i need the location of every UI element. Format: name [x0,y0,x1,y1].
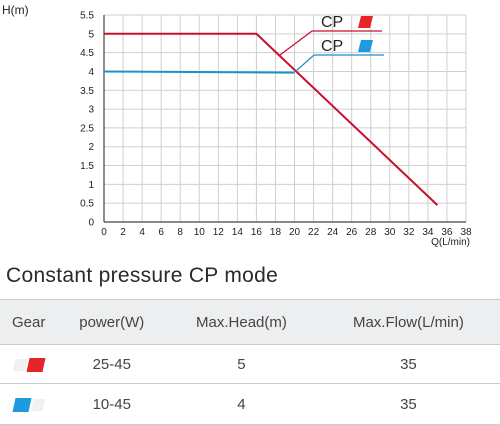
legend-label-blue: CP [321,38,343,55]
x-tick-label: 12 [213,227,225,238]
y-tick-label: 0.5 [80,199,94,210]
y-tick-label: 4 [88,67,94,78]
table-header-row: Gear power(W) Max.Head(m) Max.Flow(L/min… [0,299,500,345]
table-row: 10-45 4 35 [0,383,500,425]
x-tick-label: 2 [120,227,126,238]
table-row: 25-45 5 35 [0,344,500,384]
y-tick-label: 2 [88,142,94,153]
x-axis-label: Q(L/min) [431,237,470,248]
y-axis-label: H(m) [2,3,29,17]
max-flow-cell: 35 [316,383,500,425]
x-tick-label: 10 [194,227,206,238]
x-tick-label: 26 [346,227,358,238]
header-power: power(W) [57,299,167,345]
x-tick-label: 0 [101,227,107,238]
x-tick-label: 36 [441,227,453,238]
x-tick-label: 6 [158,227,164,238]
x-tick-label: 16 [251,227,263,238]
y-tick-label: 5 [88,29,94,40]
x-tick-label: 34 [422,227,434,238]
series-line-blue [103,70,295,74]
x-tick-label: 14 [232,227,244,238]
legend-leader-red [279,30,382,56]
max-head-cell: 5 [166,344,317,384]
y-tick-label: 0 [88,218,94,229]
x-tick-label: 22 [308,227,320,238]
legend-swatch-blue [358,40,373,52]
y-tick-label: 2.5 [80,123,94,134]
header-max-flow: Max.Flow(L/min) [316,299,500,345]
x-tick-label: 32 [403,227,415,238]
y-tick-label: 1.5 [80,161,94,172]
pump-curve-chart: 0 2 4 6 8 10 12 14 16 18 20 22 24 26 28 30 32 34 36 3800.51… [2,3,472,248]
x-tick-label: 30 [384,227,396,238]
y-tick-label: 1 [88,180,94,191]
x-tick-label: 20 [289,227,301,238]
y-tick-label: 3 [88,105,94,116]
y-tick-label: 5.5 [80,11,94,22]
legend-label-red: CP [321,14,343,31]
max-head-cell: 4 [166,383,317,425]
x-tick-label: 8 [177,227,183,238]
power-cell: 10-45 [57,383,167,425]
max-flow-cell: 35 [316,344,500,384]
header-gear: Gear [0,299,58,345]
x-tick-label: 18 [270,227,282,238]
x-tick-label: 24 [327,227,339,238]
y-tick-label: 4.5 [80,48,94,59]
x-tick-label: 28 [365,227,377,238]
gear-red-icon [12,357,46,372]
x-tick-label: 38 [460,227,472,238]
power-cell: 25-45 [57,344,167,384]
y-tick-label: 3.5 [80,86,94,97]
gear-blue-fill [12,397,32,412]
header-max-head: Max.Head(m) [166,299,317,345]
gear-red-fill [26,357,46,372]
spec-table: Gear power(W) Max.Head(m) Max.Flow(L/min… [0,299,500,425]
gear-cell [0,344,58,384]
legend-leader-blue [295,54,384,72]
gear-cell [0,383,58,425]
gear-blue-icon [12,397,45,412]
series-line-red [104,32,439,206]
x-tick-label: 4 [139,227,145,238]
section-title: Constant pressure CP mode [6,264,279,287]
legend-swatch-red [358,16,373,28]
